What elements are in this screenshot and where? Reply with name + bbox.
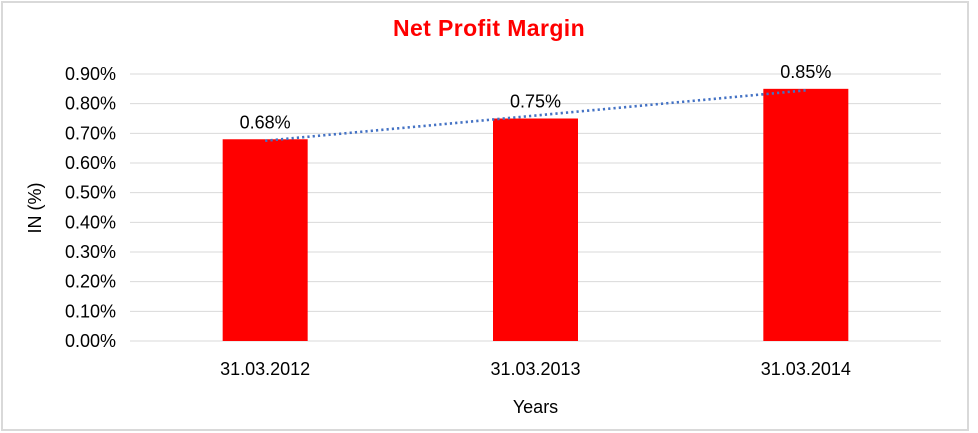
y-tick-label: 0.60% xyxy=(65,153,116,173)
y-axis-title: IN (%) xyxy=(25,182,45,234)
y-tick-label: 0.10% xyxy=(65,301,116,321)
y-tick-label: 0.50% xyxy=(65,183,116,203)
bar xyxy=(222,139,308,341)
bar-data-label: 0.75% xyxy=(510,92,561,112)
bar-data-label: 0.68% xyxy=(240,112,291,132)
y-tick-label: 0.40% xyxy=(65,212,116,232)
bar xyxy=(763,88,849,341)
x-category-label: 31.03.2012 xyxy=(220,359,310,379)
y-tick-label: 0.80% xyxy=(65,94,116,114)
y-tick-label: 0.70% xyxy=(65,123,116,143)
y-tick-label: 0.30% xyxy=(65,242,116,262)
bar-data-label: 0.85% xyxy=(780,62,831,82)
x-category-label: 31.03.2013 xyxy=(490,359,580,379)
y-tick-label: 0.90% xyxy=(65,64,116,84)
y-tick-label: 0.20% xyxy=(65,272,116,292)
x-category-label: 31.03.2014 xyxy=(761,359,851,379)
y-tick-label: 0.00% xyxy=(65,331,116,351)
bar xyxy=(493,118,578,341)
chart-title: Net Profit Margin xyxy=(392,15,586,41)
trendline xyxy=(265,89,806,143)
x-axis-title: Years xyxy=(512,397,559,417)
